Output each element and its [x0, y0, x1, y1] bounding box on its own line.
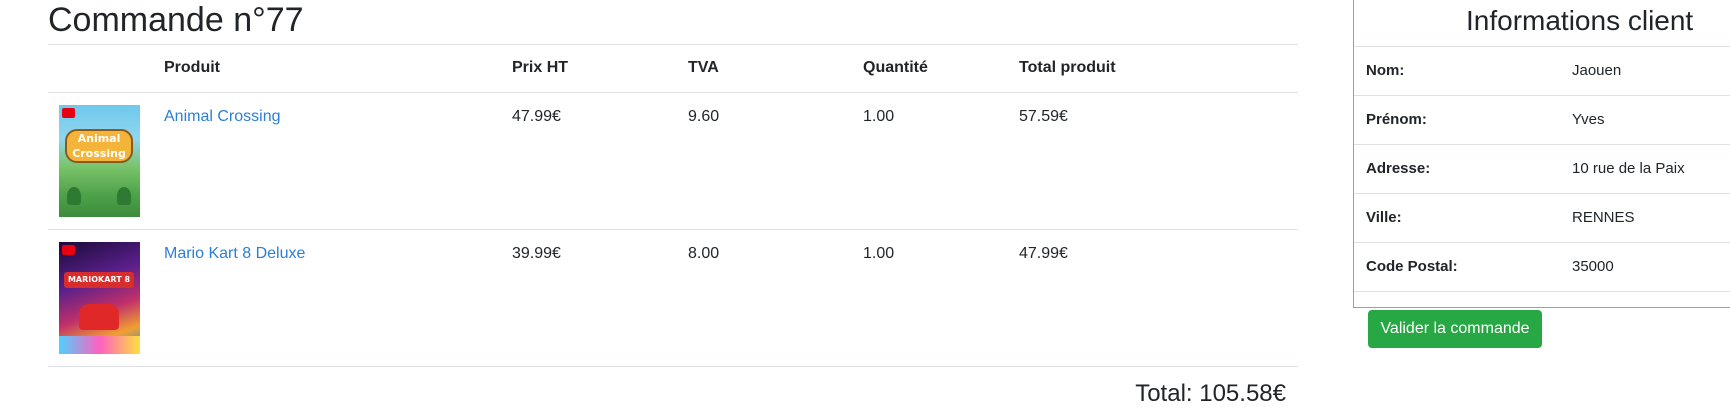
- product-link[interactable]: Mario Kart 8 Deluxe: [164, 245, 306, 262]
- client-field-value: 35000: [1572, 258, 1614, 275]
- client-field-label: Nom:: [1366, 62, 1405, 79]
- client-field-row: Code Postal: 35000: [1354, 243, 1730, 292]
- table-row: MARIOKART 8 Mario Kart 8 Deluxe 39.99€ 8…: [48, 230, 1298, 367]
- game-logo-icon: MARIOKART 8: [64, 272, 134, 288]
- validate-order-button[interactable]: Valider la commande: [1368, 310, 1542, 348]
- product-total: 57.59€: [1019, 108, 1068, 125]
- client-field-label: Adresse:: [1366, 160, 1431, 177]
- client-info-panel: Informations client Nom: Jaouen Prénom: …: [1353, 0, 1730, 308]
- nintendo-switch-badge-icon: [62, 108, 75, 118]
- tree-icon: [67, 187, 81, 205]
- column-header-total-product: Total produit: [1019, 59, 1116, 76]
- product-quantity: 1.00: [863, 108, 895, 125]
- client-field-value: RENNES: [1572, 209, 1635, 226]
- product-image-animal-crossing: Animal Crossing: [59, 105, 140, 217]
- product-image-mario-kart: MARIOKART 8: [59, 242, 140, 354]
- product-quantity: 1.00: [863, 245, 895, 262]
- client-field-value: Jaouen: [1572, 62, 1622, 79]
- product-tva: 9.60: [688, 108, 720, 125]
- product-price-ht: 47.99€: [512, 108, 561, 125]
- product-total: 47.99€: [1019, 245, 1068, 262]
- column-header-tva: TVA: [688, 59, 719, 76]
- product-price-ht: 39.99€: [512, 245, 561, 262]
- client-field-row: Adresse: 10 rue de la Paix: [1354, 145, 1730, 194]
- client-info-title: Informations client: [1466, 5, 1694, 36]
- client-field-label: Code Postal:: [1366, 258, 1458, 275]
- product-link[interactable]: Animal Crossing: [164, 108, 281, 125]
- column-header-price-ht: Prix HT: [512, 59, 569, 76]
- game-logo-icon: Animal Crossing: [65, 129, 133, 163]
- client-field-value: Yves: [1572, 111, 1605, 128]
- client-field-label: Prénom:: [1366, 111, 1427, 128]
- column-header-product: Produit: [164, 59, 220, 76]
- client-info-table: Nom: Jaouen Prénom: Yves Adresse: 10 rue…: [1354, 46, 1730, 292]
- order-total: Total: 105.58€: [1135, 380, 1286, 407]
- client-field-label: Ville:: [1366, 209, 1402, 226]
- order-table: Produit Prix HT TVA Quantité Total produ…: [48, 44, 1298, 367]
- column-header-quantity: Quantité: [863, 59, 928, 76]
- product-tva: 8.00: [688, 245, 720, 262]
- nintendo-switch-badge-icon: [62, 245, 75, 255]
- order-title: Commande n°77: [48, 1, 304, 39]
- tree-icon: [117, 187, 131, 205]
- table-row: Animal Crossing Animal Crossing 47.99€ 9.…: [48, 93, 1298, 230]
- kart-icon: [79, 304, 119, 330]
- rainbow-road-icon: [59, 336, 140, 354]
- table-header: Produit Prix HT TVA Quantité Total produ…: [48, 44, 1298, 93]
- client-field-value: 10 rue de la Paix: [1572, 160, 1685, 177]
- client-field-row: Prénom: Yves: [1354, 96, 1730, 145]
- client-field-row: Nom: Jaouen: [1354, 47, 1730, 96]
- client-field-row: Ville: RENNES: [1354, 194, 1730, 243]
